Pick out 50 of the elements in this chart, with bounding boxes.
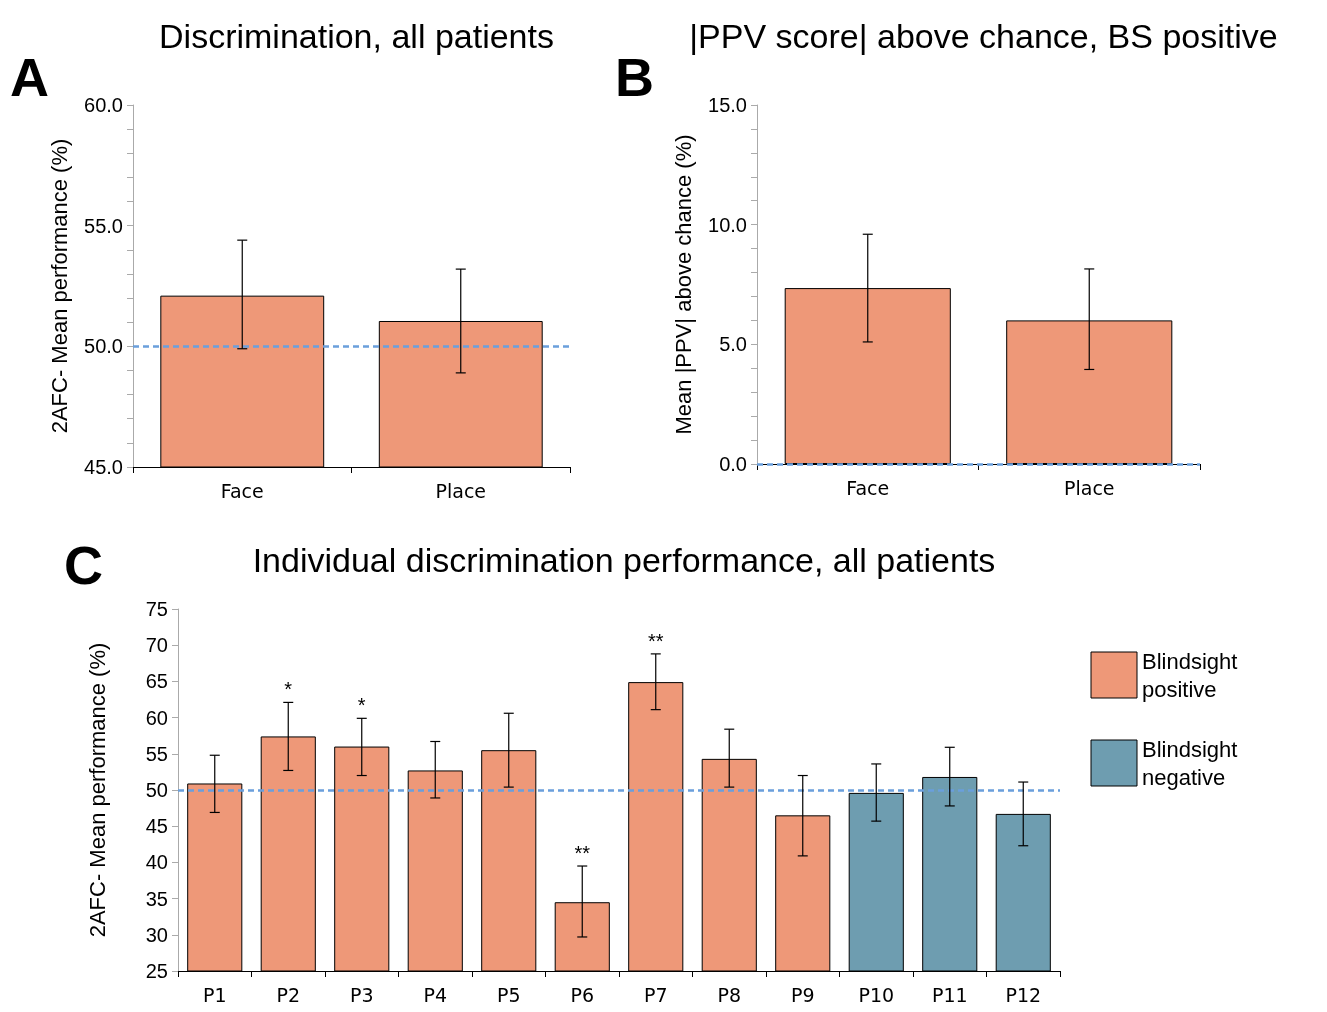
y-tick-label: 55 <box>145 742 168 765</box>
x-tick-label: P7 <box>643 983 668 1006</box>
x-tick-label: Face <box>846 476 890 499</box>
x-tick-label: Place <box>1063 476 1115 499</box>
y-tick-label: 35 <box>145 887 168 910</box>
annotation: * <box>357 694 366 717</box>
chart-title: |PPV score| above chance, BS positive <box>689 17 1278 55</box>
y-tick-label: 30 <box>145 923 168 946</box>
x-tick-label: P9 <box>790 983 815 1006</box>
x-tick-label: P4 <box>423 983 448 1006</box>
x-tick-label: Place <box>435 479 487 502</box>
x-tick-label: P12 <box>1005 983 1042 1006</box>
y-axis-title: Mean |PPV| above chance (%) <box>670 134 696 435</box>
y-tick-label: 65 <box>145 670 168 693</box>
y-tick-label: 75 <box>145 598 168 620</box>
annotation: * <box>284 678 293 701</box>
x-tick-label: Face <box>220 479 264 502</box>
y-tick-label: 50 <box>145 779 168 801</box>
text: B <box>615 47 654 107</box>
chart-title: Individual discrimination performance, all patients <box>252 541 996 579</box>
text: C <box>64 535 103 595</box>
y-tick-label: 10.0 <box>708 213 747 236</box>
chart-title: Discrimination, all patients <box>159 17 554 55</box>
y-tick-label: 55.0 <box>84 214 123 237</box>
y-tick-label: 25 <box>145 960 168 982</box>
y-tick-label: 50.0 <box>84 335 123 358</box>
x-tick-label: P1 <box>202 983 227 1006</box>
x-tick-label: P11 <box>931 983 968 1006</box>
y-tick-label: 15.0 <box>708 94 747 116</box>
legend-label: Blindsight positive <box>1142 648 1244 702</box>
y-tick-label: 5.0 <box>719 333 747 356</box>
x-tick-label: P6 <box>570 983 595 1006</box>
legend-label: Blindsight negative <box>1142 736 1244 790</box>
x-tick-label: P10 <box>858 983 895 1006</box>
annotation: ** <box>647 629 664 652</box>
y-tick-label: 60.0 <box>84 94 123 116</box>
x-tick-label: P3 <box>349 983 374 1006</box>
y-tick-label: 70 <box>145 634 168 657</box>
y-tick-label: 60 <box>145 706 168 729</box>
y-axis-title: 2AFC- Mean performance (%) <box>46 138 72 434</box>
y-tick-label: 45.0 <box>84 456 123 478</box>
x-tick-label: P5 <box>496 983 521 1006</box>
y-tick-label: 0.0 <box>719 453 747 475</box>
y-tick-label: 40 <box>145 851 168 874</box>
y-tick-label: 45 <box>145 815 168 838</box>
annotation: ** <box>574 842 591 865</box>
y-axis-title: 2AFC- Mean performance (%) <box>84 642 110 938</box>
x-tick-label: P2 <box>276 983 301 1006</box>
text: A <box>10 47 49 107</box>
x-tick-label: P8 <box>717 983 742 1006</box>
